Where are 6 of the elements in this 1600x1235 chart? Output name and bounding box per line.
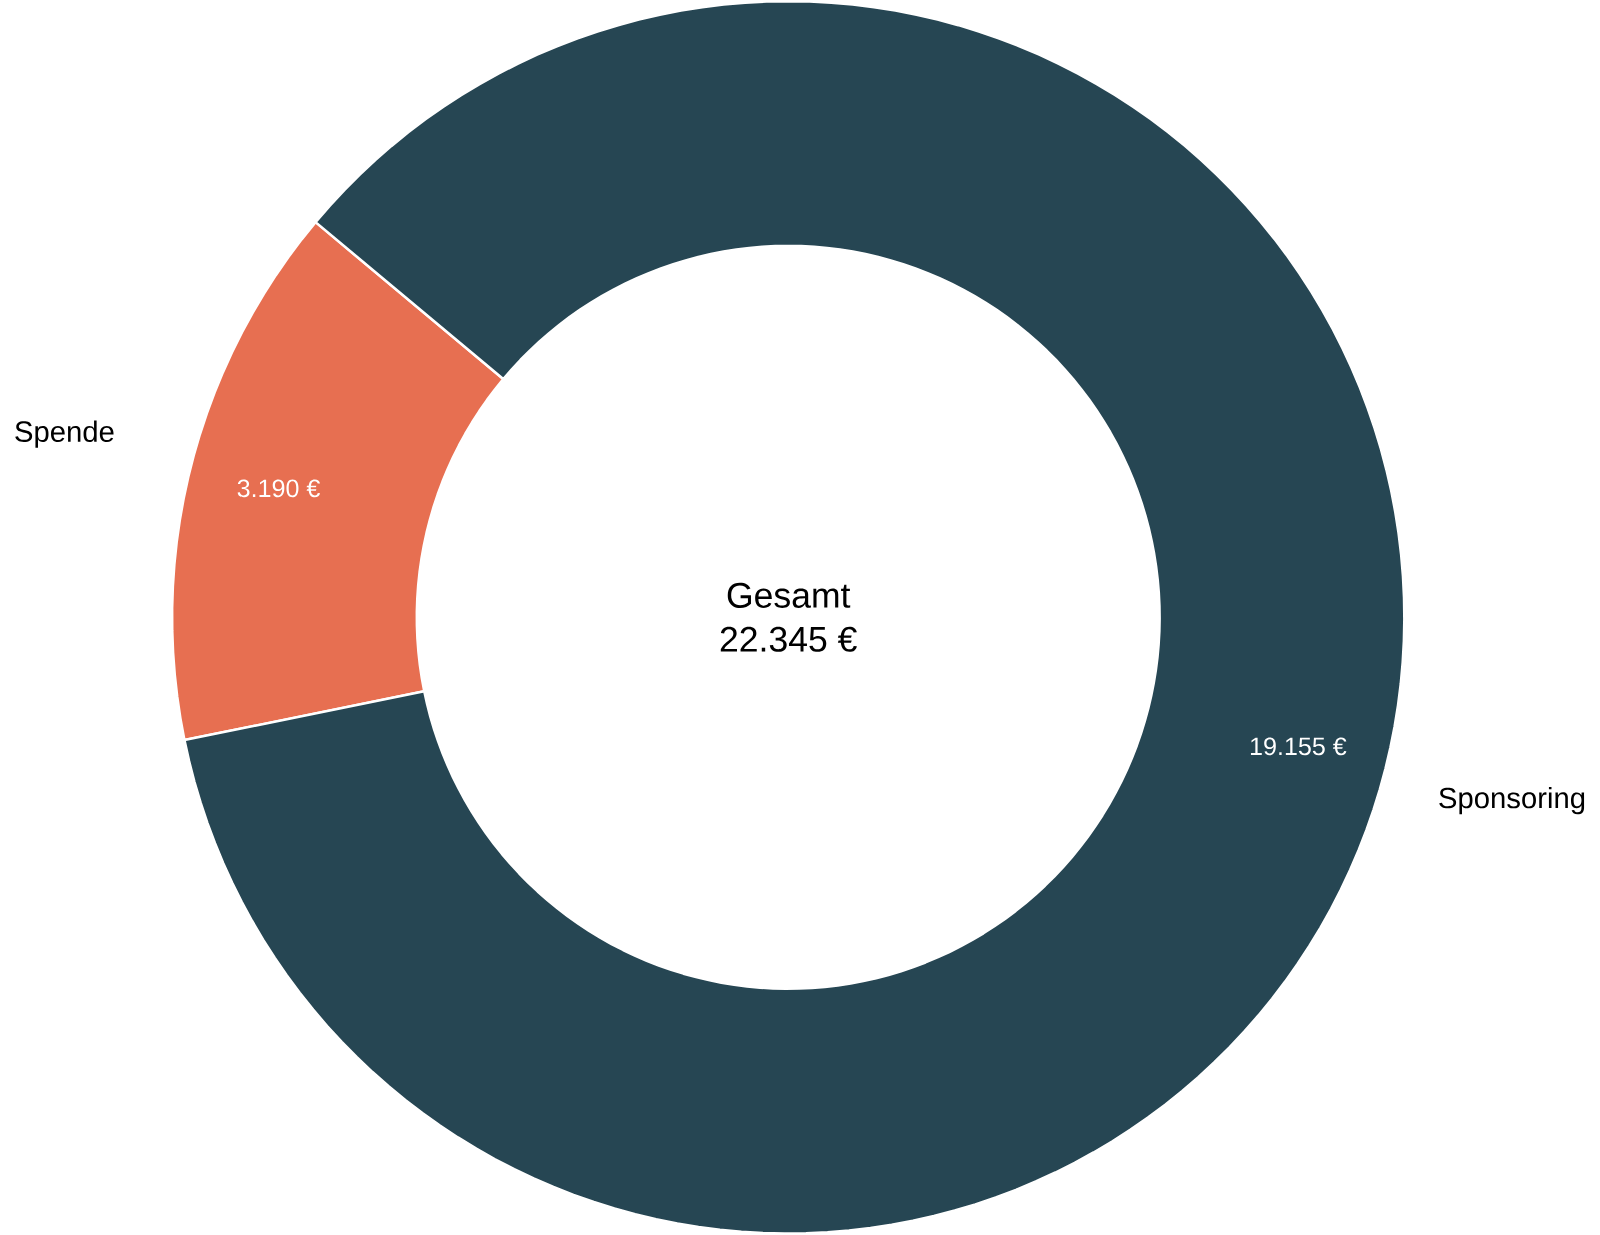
text: 22.345 €	[720, 626, 857, 653]
slice-label: Sponsoring	[1439, 787, 1585, 815]
data-label: 19.155 €	[1250, 737, 1347, 756]
data-label: 3.190 €	[237, 479, 321, 498]
slice-label: Spende	[15, 420, 114, 448]
text: Gesamt	[727, 582, 851, 609]
